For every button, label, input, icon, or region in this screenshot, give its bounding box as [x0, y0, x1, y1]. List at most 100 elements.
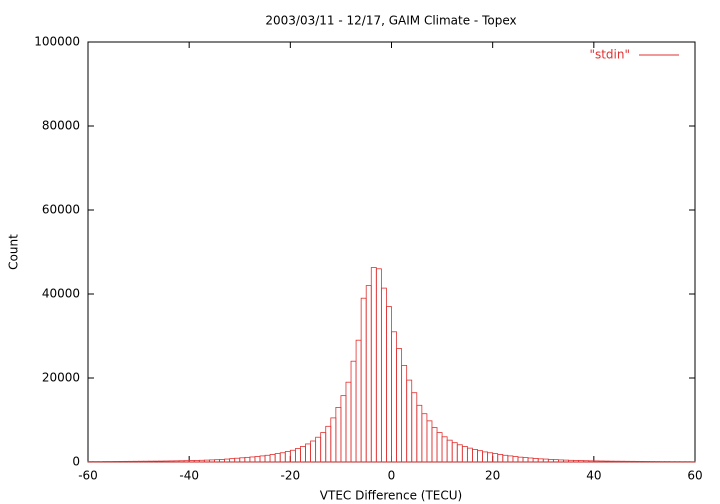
bar	[345, 381, 352, 463]
x-tick-label: -20	[281, 469, 301, 483]
bar	[456, 444, 463, 463]
bar	[117, 461, 124, 463]
bar	[552, 459, 559, 463]
bar	[112, 461, 119, 463]
bar	[436, 432, 443, 463]
bar	[638, 461, 645, 463]
bar	[294, 448, 301, 463]
bar	[310, 440, 317, 463]
y-tick-label: 100000	[34, 35, 80, 49]
x-tick-label: 60	[687, 469, 702, 483]
bar	[472, 448, 478, 463]
bar	[102, 461, 109, 463]
bar	[431, 427, 438, 463]
bar	[234, 457, 241, 463]
bar	[325, 425, 332, 463]
bar	[173, 460, 180, 463]
bar	[128, 460, 134, 463]
bar	[517, 456, 524, 463]
bar	[492, 453, 499, 463]
bar	[477, 450, 483, 463]
bar	[300, 446, 306, 463]
bar	[193, 460, 200, 463]
bar	[289, 449, 296, 463]
x-tick-label: -40	[179, 469, 199, 483]
bar	[188, 460, 195, 463]
bar	[335, 406, 342, 463]
bar	[244, 456, 251, 463]
bar	[178, 460, 185, 463]
bar	[441, 436, 448, 463]
y-axis-label: Count	[7, 234, 21, 270]
bar	[633, 460, 640, 463]
bar	[563, 459, 569, 463]
bar	[183, 460, 190, 463]
bar	[107, 461, 114, 463]
bar	[214, 459, 220, 463]
bar	[330, 417, 337, 463]
bar	[558, 459, 564, 463]
bar	[461, 446, 468, 463]
bar	[264, 454, 271, 463]
bar	[593, 460, 600, 463]
bar	[644, 461, 650, 463]
x-tick-label: 0	[388, 469, 396, 483]
x-tick-label: 20	[485, 469, 500, 483]
bar	[370, 267, 377, 463]
bar	[532, 458, 539, 463]
bar	[578, 460, 585, 463]
bar	[133, 460, 139, 463]
bar	[588, 460, 595, 463]
bar	[168, 460, 175, 463]
bar	[229, 458, 236, 463]
bar	[613, 460, 620, 463]
bar	[143, 460, 150, 463]
bar	[249, 456, 256, 463]
bar	[623, 460, 630, 463]
bar	[573, 460, 580, 463]
bar	[547, 458, 554, 463]
y-tick-label: 40000	[42, 287, 80, 301]
bar	[123, 460, 129, 463]
bar	[411, 392, 418, 463]
bar	[305, 443, 311, 463]
bar	[340, 395, 347, 463]
bar	[208, 459, 215, 463]
bar	[360, 297, 367, 463]
bar	[598, 460, 605, 463]
x-tick-label: -60	[78, 469, 98, 483]
bar	[512, 456, 519, 463]
y-tick-label: 60000	[42, 203, 80, 217]
y-tick-label: 20000	[42, 371, 80, 385]
bar	[568, 459, 575, 463]
bar	[259, 455, 266, 463]
bar	[365, 285, 372, 463]
bar	[375, 268, 382, 463]
bar	[446, 439, 453, 463]
bar	[502, 454, 509, 463]
bar	[583, 460, 590, 463]
bar	[284, 451, 291, 463]
bar	[416, 404, 423, 463]
x-axis-label: VTEC Difference (TECU)	[320, 489, 462, 503]
bar	[406, 379, 413, 463]
bar	[239, 457, 246, 463]
bar	[380, 287, 387, 463]
bar	[649, 461, 655, 463]
bar	[451, 442, 458, 463]
bar	[274, 453, 281, 463]
bar	[482, 451, 489, 463]
bar	[320, 432, 327, 463]
y-tick-label: 0	[72, 455, 80, 469]
bar	[350, 360, 357, 463]
bar	[279, 452, 286, 463]
bar	[618, 460, 625, 463]
bar	[386, 306, 392, 463]
legend-label: "stdin"	[589, 48, 630, 62]
bar	[628, 460, 635, 463]
bar	[522, 457, 529, 463]
bar	[198, 459, 205, 463]
bar	[163, 460, 170, 463]
